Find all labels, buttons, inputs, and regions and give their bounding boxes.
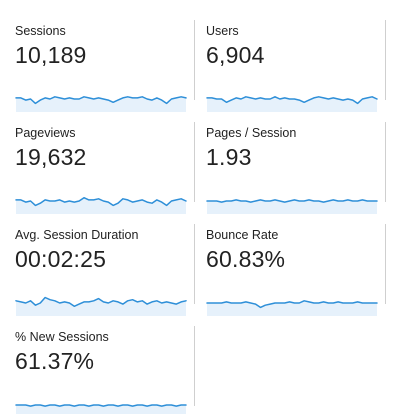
metric-label: Bounce Rate [206,228,279,242]
sparkline-line [15,404,187,407]
sparkline-area [207,199,377,214]
sparkline-line [15,196,187,207]
metric-value: 60.83% [206,246,286,272]
sparkline-chart [206,199,378,214]
metric-value: 6,904 [206,42,265,68]
metric-value: 00:02:25 [15,246,107,272]
sparkline-chart [206,96,378,112]
sparkline-chart [206,300,378,316]
metric-tile-pages-per-session[interactable]: Pages / Session 1.93 [206,125,388,214]
metric-tile-avg-session-duration[interactable]: Avg. Session Duration 00:02:25 [15,227,197,316]
sparkline-line [206,199,378,203]
metric-value: 10,189 [15,42,87,68]
sparkline-chart [15,296,187,316]
metric-value: 19,632 [15,144,87,170]
metric-tile-sessions[interactable]: Sessions 10,189 [15,23,197,112]
sparkline-line [206,96,378,105]
metric-label: Users [206,24,239,38]
metric-tile-users[interactable]: Users 6,904 [206,23,388,112]
sparkline-chart [15,96,187,112]
sparkline-line [206,300,378,309]
sparkline-chart [15,404,187,414]
tile-divider [194,224,195,304]
tile-divider [194,122,195,202]
tile-divider [194,20,195,100]
sparkline-area [16,96,186,112]
tile-divider [385,224,386,304]
sparkline-line [15,296,187,308]
metric-tile-pageviews[interactable]: Pageviews 19,632 [15,125,197,214]
tile-divider [194,326,195,406]
metric-label: Pages / Session [206,126,297,140]
sparkline-area [16,405,186,414]
sparkline-area [16,197,186,214]
metric-value: 61.37% [15,348,95,374]
sparkline-area [207,96,377,112]
tile-divider [385,122,386,202]
metric-label: Pageviews [15,126,76,140]
tile-divider [385,20,386,100]
sparkline-area [207,300,377,316]
metric-label: Sessions [15,24,66,38]
metric-tile-bounce-rate[interactable]: Bounce Rate 60.83% [206,227,388,316]
metric-tile-new-sessions[interactable]: % New Sessions 61.37% [15,329,197,414]
metric-value: 1.93 [206,144,252,170]
metric-label: Avg. Session Duration [15,228,139,242]
metric-label: % New Sessions [15,330,109,344]
sparkline-line [15,96,187,105]
sparkline-chart [15,196,187,214]
